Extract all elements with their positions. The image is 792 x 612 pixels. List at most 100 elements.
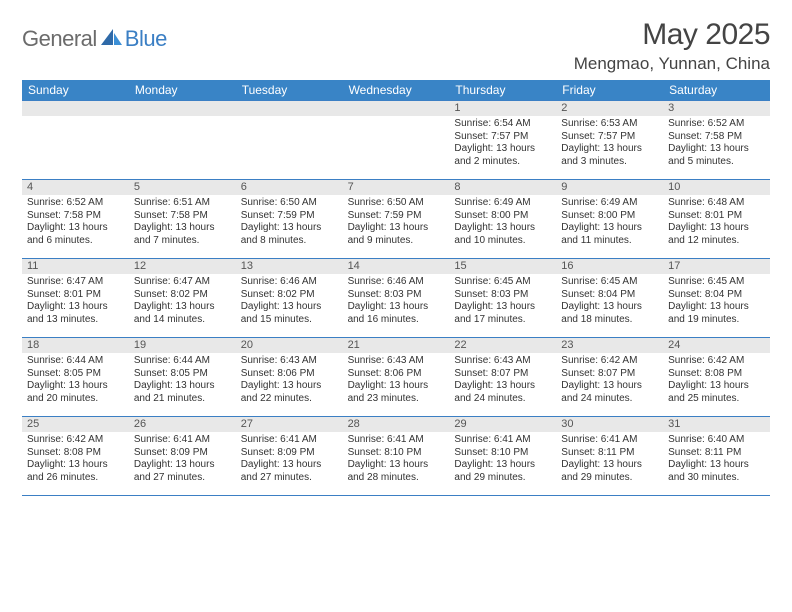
- sunrise-text: Sunrise: 6:41 AM: [348, 434, 445, 447]
- day-content: Sunrise: 6:42 AMSunset: 8:08 PMDaylight:…: [663, 353, 770, 409]
- day-number: 26: [129, 417, 236, 432]
- day-content: Sunrise: 6:43 AMSunset: 8:07 PMDaylight:…: [449, 353, 556, 409]
- daylight-text: Daylight: 13 hours and 2 minutes.: [454, 143, 551, 168]
- day-number: 27: [236, 417, 343, 432]
- day-content: Sunrise: 6:47 AMSunset: 8:01 PMDaylight:…: [22, 274, 129, 330]
- day-content: Sunrise: 6:41 AMSunset: 8:09 PMDaylight:…: [129, 432, 236, 488]
- sunrise-text: Sunrise: 6:53 AM: [561, 118, 658, 131]
- sunset-text: Sunset: 8:02 PM: [134, 289, 231, 302]
- day-content: Sunrise: 6:41 AMSunset: 8:10 PMDaylight:…: [449, 432, 556, 488]
- day-content: Sunrise: 6:52 AMSunset: 7:58 PMDaylight:…: [663, 116, 770, 172]
- day-cell: [22, 101, 129, 179]
- sunrise-text: Sunrise: 6:45 AM: [561, 276, 658, 289]
- day-cell: [236, 101, 343, 179]
- day-content: Sunrise: 6:49 AMSunset: 8:00 PMDaylight:…: [449, 195, 556, 251]
- week-row: 25Sunrise: 6:42 AMSunset: 8:08 PMDayligh…: [22, 416, 770, 495]
- daylight-text: Daylight: 13 hours and 24 minutes.: [561, 380, 658, 405]
- daylight-text: Daylight: 13 hours and 24 minutes.: [454, 380, 551, 405]
- week-row: 4Sunrise: 6:52 AMSunset: 7:58 PMDaylight…: [22, 179, 770, 258]
- sunset-text: Sunset: 8:11 PM: [668, 447, 765, 460]
- day-content: Sunrise: 6:46 AMSunset: 8:02 PMDaylight:…: [236, 274, 343, 330]
- sunset-text: Sunset: 8:00 PM: [454, 210, 551, 223]
- sunset-text: Sunset: 7:58 PM: [27, 210, 124, 223]
- month-title: May 2025: [574, 18, 770, 52]
- daylight-text: Daylight: 13 hours and 28 minutes.: [348, 459, 445, 484]
- sunset-text: Sunset: 7:57 PM: [454, 131, 551, 144]
- sunset-text: Sunset: 7:58 PM: [134, 210, 231, 223]
- day-cell: 12Sunrise: 6:47 AMSunset: 8:02 PMDayligh…: [129, 259, 236, 337]
- logo: General Blue: [22, 26, 167, 52]
- day-number: 8: [449, 180, 556, 195]
- day-cell: 14Sunrise: 6:46 AMSunset: 8:03 PMDayligh…: [343, 259, 450, 337]
- sunset-text: Sunset: 8:02 PM: [241, 289, 338, 302]
- day-number: 22: [449, 338, 556, 353]
- daylight-text: Daylight: 13 hours and 26 minutes.: [27, 459, 124, 484]
- sunset-text: Sunset: 8:07 PM: [561, 368, 658, 381]
- sunrise-text: Sunrise: 6:47 AM: [27, 276, 124, 289]
- day-number: 30: [556, 417, 663, 432]
- sunrise-text: Sunrise: 6:49 AM: [454, 197, 551, 210]
- day-content: Sunrise: 6:47 AMSunset: 8:02 PMDaylight:…: [129, 274, 236, 330]
- day-cell: 27Sunrise: 6:41 AMSunset: 8:09 PMDayligh…: [236, 417, 343, 495]
- sunrise-text: Sunrise: 6:47 AM: [134, 276, 231, 289]
- day-cell: 29Sunrise: 6:41 AMSunset: 8:10 PMDayligh…: [449, 417, 556, 495]
- sunrise-text: Sunrise: 6:41 AM: [454, 434, 551, 447]
- sunrise-text: Sunrise: 6:43 AM: [241, 355, 338, 368]
- sunset-text: Sunset: 8:01 PM: [27, 289, 124, 302]
- daylight-text: Daylight: 13 hours and 11 minutes.: [561, 222, 658, 247]
- day-content: Sunrise: 6:53 AMSunset: 7:57 PMDaylight:…: [556, 116, 663, 172]
- weekday-thursday: Thursday: [449, 80, 556, 100]
- weekday-monday: Monday: [129, 80, 236, 100]
- day-content: Sunrise: 6:41 AMSunset: 8:10 PMDaylight:…: [343, 432, 450, 488]
- day-cell: 5Sunrise: 6:51 AMSunset: 7:58 PMDaylight…: [129, 180, 236, 258]
- day-content: Sunrise: 6:48 AMSunset: 8:01 PMDaylight:…: [663, 195, 770, 251]
- weekday-friday: Friday: [556, 80, 663, 100]
- daylight-text: Daylight: 13 hours and 5 minutes.: [668, 143, 765, 168]
- day-number: [129, 101, 236, 116]
- sunset-text: Sunset: 7:59 PM: [348, 210, 445, 223]
- sunrise-text: Sunrise: 6:49 AM: [561, 197, 658, 210]
- daylight-text: Daylight: 13 hours and 10 minutes.: [454, 222, 551, 247]
- day-cell: [129, 101, 236, 179]
- day-content: Sunrise: 6:42 AMSunset: 8:07 PMDaylight:…: [556, 353, 663, 409]
- sunrise-text: Sunrise: 6:43 AM: [348, 355, 445, 368]
- day-content: Sunrise: 6:50 AMSunset: 7:59 PMDaylight:…: [236, 195, 343, 251]
- day-number: 20: [236, 338, 343, 353]
- day-cell: 24Sunrise: 6:42 AMSunset: 8:08 PMDayligh…: [663, 338, 770, 416]
- calendar: Sunday Monday Tuesday Wednesday Thursday…: [22, 80, 770, 496]
- day-cell: 9Sunrise: 6:49 AMSunset: 8:00 PMDaylight…: [556, 180, 663, 258]
- day-cell: 21Sunrise: 6:43 AMSunset: 8:06 PMDayligh…: [343, 338, 450, 416]
- sunset-text: Sunset: 8:06 PM: [348, 368, 445, 381]
- sunrise-text: Sunrise: 6:43 AM: [454, 355, 551, 368]
- day-cell: 28Sunrise: 6:41 AMSunset: 8:10 PMDayligh…: [343, 417, 450, 495]
- day-number: 3: [663, 101, 770, 116]
- daylight-text: Daylight: 13 hours and 14 minutes.: [134, 301, 231, 326]
- day-number: 13: [236, 259, 343, 274]
- sunrise-text: Sunrise: 6:45 AM: [454, 276, 551, 289]
- daylight-text: Daylight: 13 hours and 23 minutes.: [348, 380, 445, 405]
- day-number: 14: [343, 259, 450, 274]
- daylight-text: Daylight: 13 hours and 20 minutes.: [27, 380, 124, 405]
- day-cell: 19Sunrise: 6:44 AMSunset: 8:05 PMDayligh…: [129, 338, 236, 416]
- sunset-text: Sunset: 8:03 PM: [454, 289, 551, 302]
- calendar-page: General Blue May 2025 Mengmao, Yunnan, C…: [0, 0, 792, 612]
- logo-text-general: General: [22, 26, 97, 52]
- sunrise-text: Sunrise: 6:41 AM: [561, 434, 658, 447]
- week-row: 11Sunrise: 6:47 AMSunset: 8:01 PMDayligh…: [22, 258, 770, 337]
- day-number: 16: [556, 259, 663, 274]
- sunrise-text: Sunrise: 6:46 AM: [241, 276, 338, 289]
- sunrise-text: Sunrise: 6:40 AM: [668, 434, 765, 447]
- day-cell: 26Sunrise: 6:41 AMSunset: 8:09 PMDayligh…: [129, 417, 236, 495]
- day-number: [343, 101, 450, 116]
- sunrise-text: Sunrise: 6:41 AM: [241, 434, 338, 447]
- day-cell: 4Sunrise: 6:52 AMSunset: 7:58 PMDaylight…: [22, 180, 129, 258]
- week-row: 1Sunrise: 6:54 AMSunset: 7:57 PMDaylight…: [22, 100, 770, 179]
- sunrise-text: Sunrise: 6:54 AM: [454, 118, 551, 131]
- day-number: 19: [129, 338, 236, 353]
- day-number: 28: [343, 417, 450, 432]
- day-number: 29: [449, 417, 556, 432]
- daylight-text: Daylight: 13 hours and 17 minutes.: [454, 301, 551, 326]
- daylight-text: Daylight: 13 hours and 15 minutes.: [241, 301, 338, 326]
- day-content: Sunrise: 6:49 AMSunset: 8:00 PMDaylight:…: [556, 195, 663, 251]
- day-number: [236, 101, 343, 116]
